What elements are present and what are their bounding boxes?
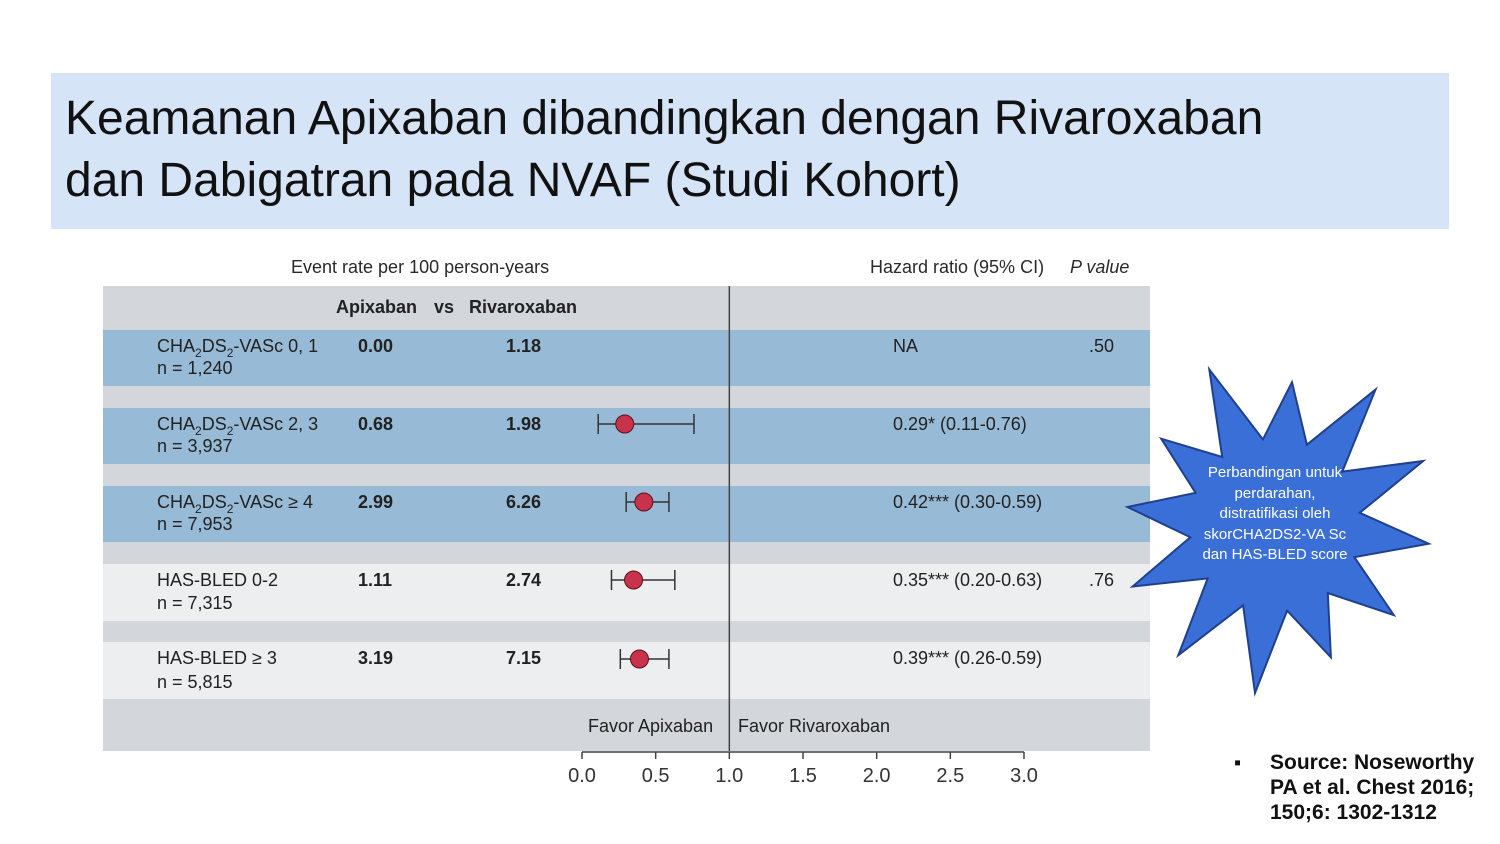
hazard-ratio-value: 0.35*** (0.20-0.63) [893, 570, 1043, 590]
hazard-ratio-value: 0.39*** (0.26-0.59) [893, 648, 1043, 668]
hazard-ratio-header: Hazard ratio (95% CI) [870, 257, 1045, 277]
rivaroxaban-rate: 7.15 [506, 648, 542, 668]
rivaroxaban-rate: 1.18 [506, 336, 542, 356]
footer-band [103, 699, 1150, 751]
separator-band [103, 542, 1150, 564]
event-rate-header: Event rate per 100 person-years [291, 257, 550, 277]
p-value: .76 [1089, 570, 1115, 590]
hazard-ratio-value: NA [893, 336, 919, 356]
p-value-header: P value [1070, 257, 1130, 277]
slide-title-line-1: Keamanan Apixaban dibandingkan dengan Ri… [65, 92, 1264, 145]
apixaban-rate: 1.11 [358, 570, 393, 590]
p-value: .50 [1089, 336, 1115, 356]
apixaban-header: Apixaban [336, 297, 418, 317]
x-tick-label: 1.5 [789, 765, 817, 787]
hazard-ratio-point [624, 570, 644, 590]
row-n: n = 1,240 [157, 358, 233, 378]
slide-title-line-2: dan Dabigatran pada NVAF (Studi Kohort) [65, 154, 961, 207]
x-axis [581, 751, 1025, 759]
row-n: n = 3,937 [157, 436, 233, 456]
apixaban-rate: 3.19 [358, 648, 394, 668]
x-tick-label: 2.0 [862, 765, 891, 787]
separator-band [103, 464, 1150, 486]
hazard-ratio-value: 0.42*** (0.30-0.59) [893, 492, 1043, 512]
separator-band [103, 386, 1150, 408]
apixaban-rate: 2.99 [358, 492, 394, 512]
x-tick-label: 2.5 [936, 765, 965, 787]
hazard-ratio-point [629, 649, 649, 669]
hazard-ratio-value: 0.29* (0.11-0.76) [893, 414, 1027, 434]
row-n: n = 7,315 [157, 593, 233, 613]
row-label: HAS-BLED 0-2 [157, 570, 279, 590]
separator-band [103, 621, 1150, 642]
row-n: n = 7,953 [157, 514, 233, 534]
bullet-icon: ▪ [1234, 752, 1242, 774]
x-tick-label: 0.0 [568, 765, 596, 787]
x-tick-label: 1.0 [715, 765, 744, 787]
apixaban-rate: 0.00 [358, 336, 394, 356]
row-label: CHA2DS2-VASc 0, 1 [157, 336, 319, 360]
row-n: n = 5,815 [157, 672, 233, 692]
x-tick-label: 0.5 [641, 765, 670, 787]
source-citation: Source: Noseworthy PA et al. Chest 2016;… [1270, 751, 1475, 824]
favor-apixaban-label: Favor Apixaban [588, 716, 714, 736]
row-band-1 [103, 330, 1150, 386]
row-label: CHA2DS2-VASc ≥ 4 [157, 492, 313, 516]
rivaroxaban-rate: 6.26 [506, 492, 542, 512]
favor-rivaroxaban-label: Favor Rivaroxaban [738, 716, 891, 736]
callout-text: Perbandingan untuk perdarahan, distratif… [1202, 464, 1348, 563]
row-label: CHA2DS2-VASc 2, 3 [157, 414, 319, 438]
row-band-5 [103, 642, 1150, 699]
row-label: HAS-BLED ≥ 3 [157, 648, 277, 668]
x-tick-label: 3.0 [1010, 765, 1038, 787]
rivaroxaban-rate: 1.98 [506, 414, 542, 434]
vs-header: vs [434, 297, 455, 317]
hazard-ratio-point [634, 492, 654, 512]
header-band [103, 286, 1150, 330]
hazard-ratio-point [615, 414, 635, 434]
rivaroxaban-rate: 2.74 [506, 570, 542, 590]
row-band-4 [103, 564, 1150, 621]
title-banner: Keamanan Apixaban dibandingkan dengan Ri… [51, 73, 1449, 229]
apixaban-rate: 0.68 [358, 414, 394, 434]
callout-starburst [1124, 365, 1433, 697]
rivaroxaban-header: Rivaroxaban [469, 297, 578, 317]
plot-marks [597, 414, 695, 669]
